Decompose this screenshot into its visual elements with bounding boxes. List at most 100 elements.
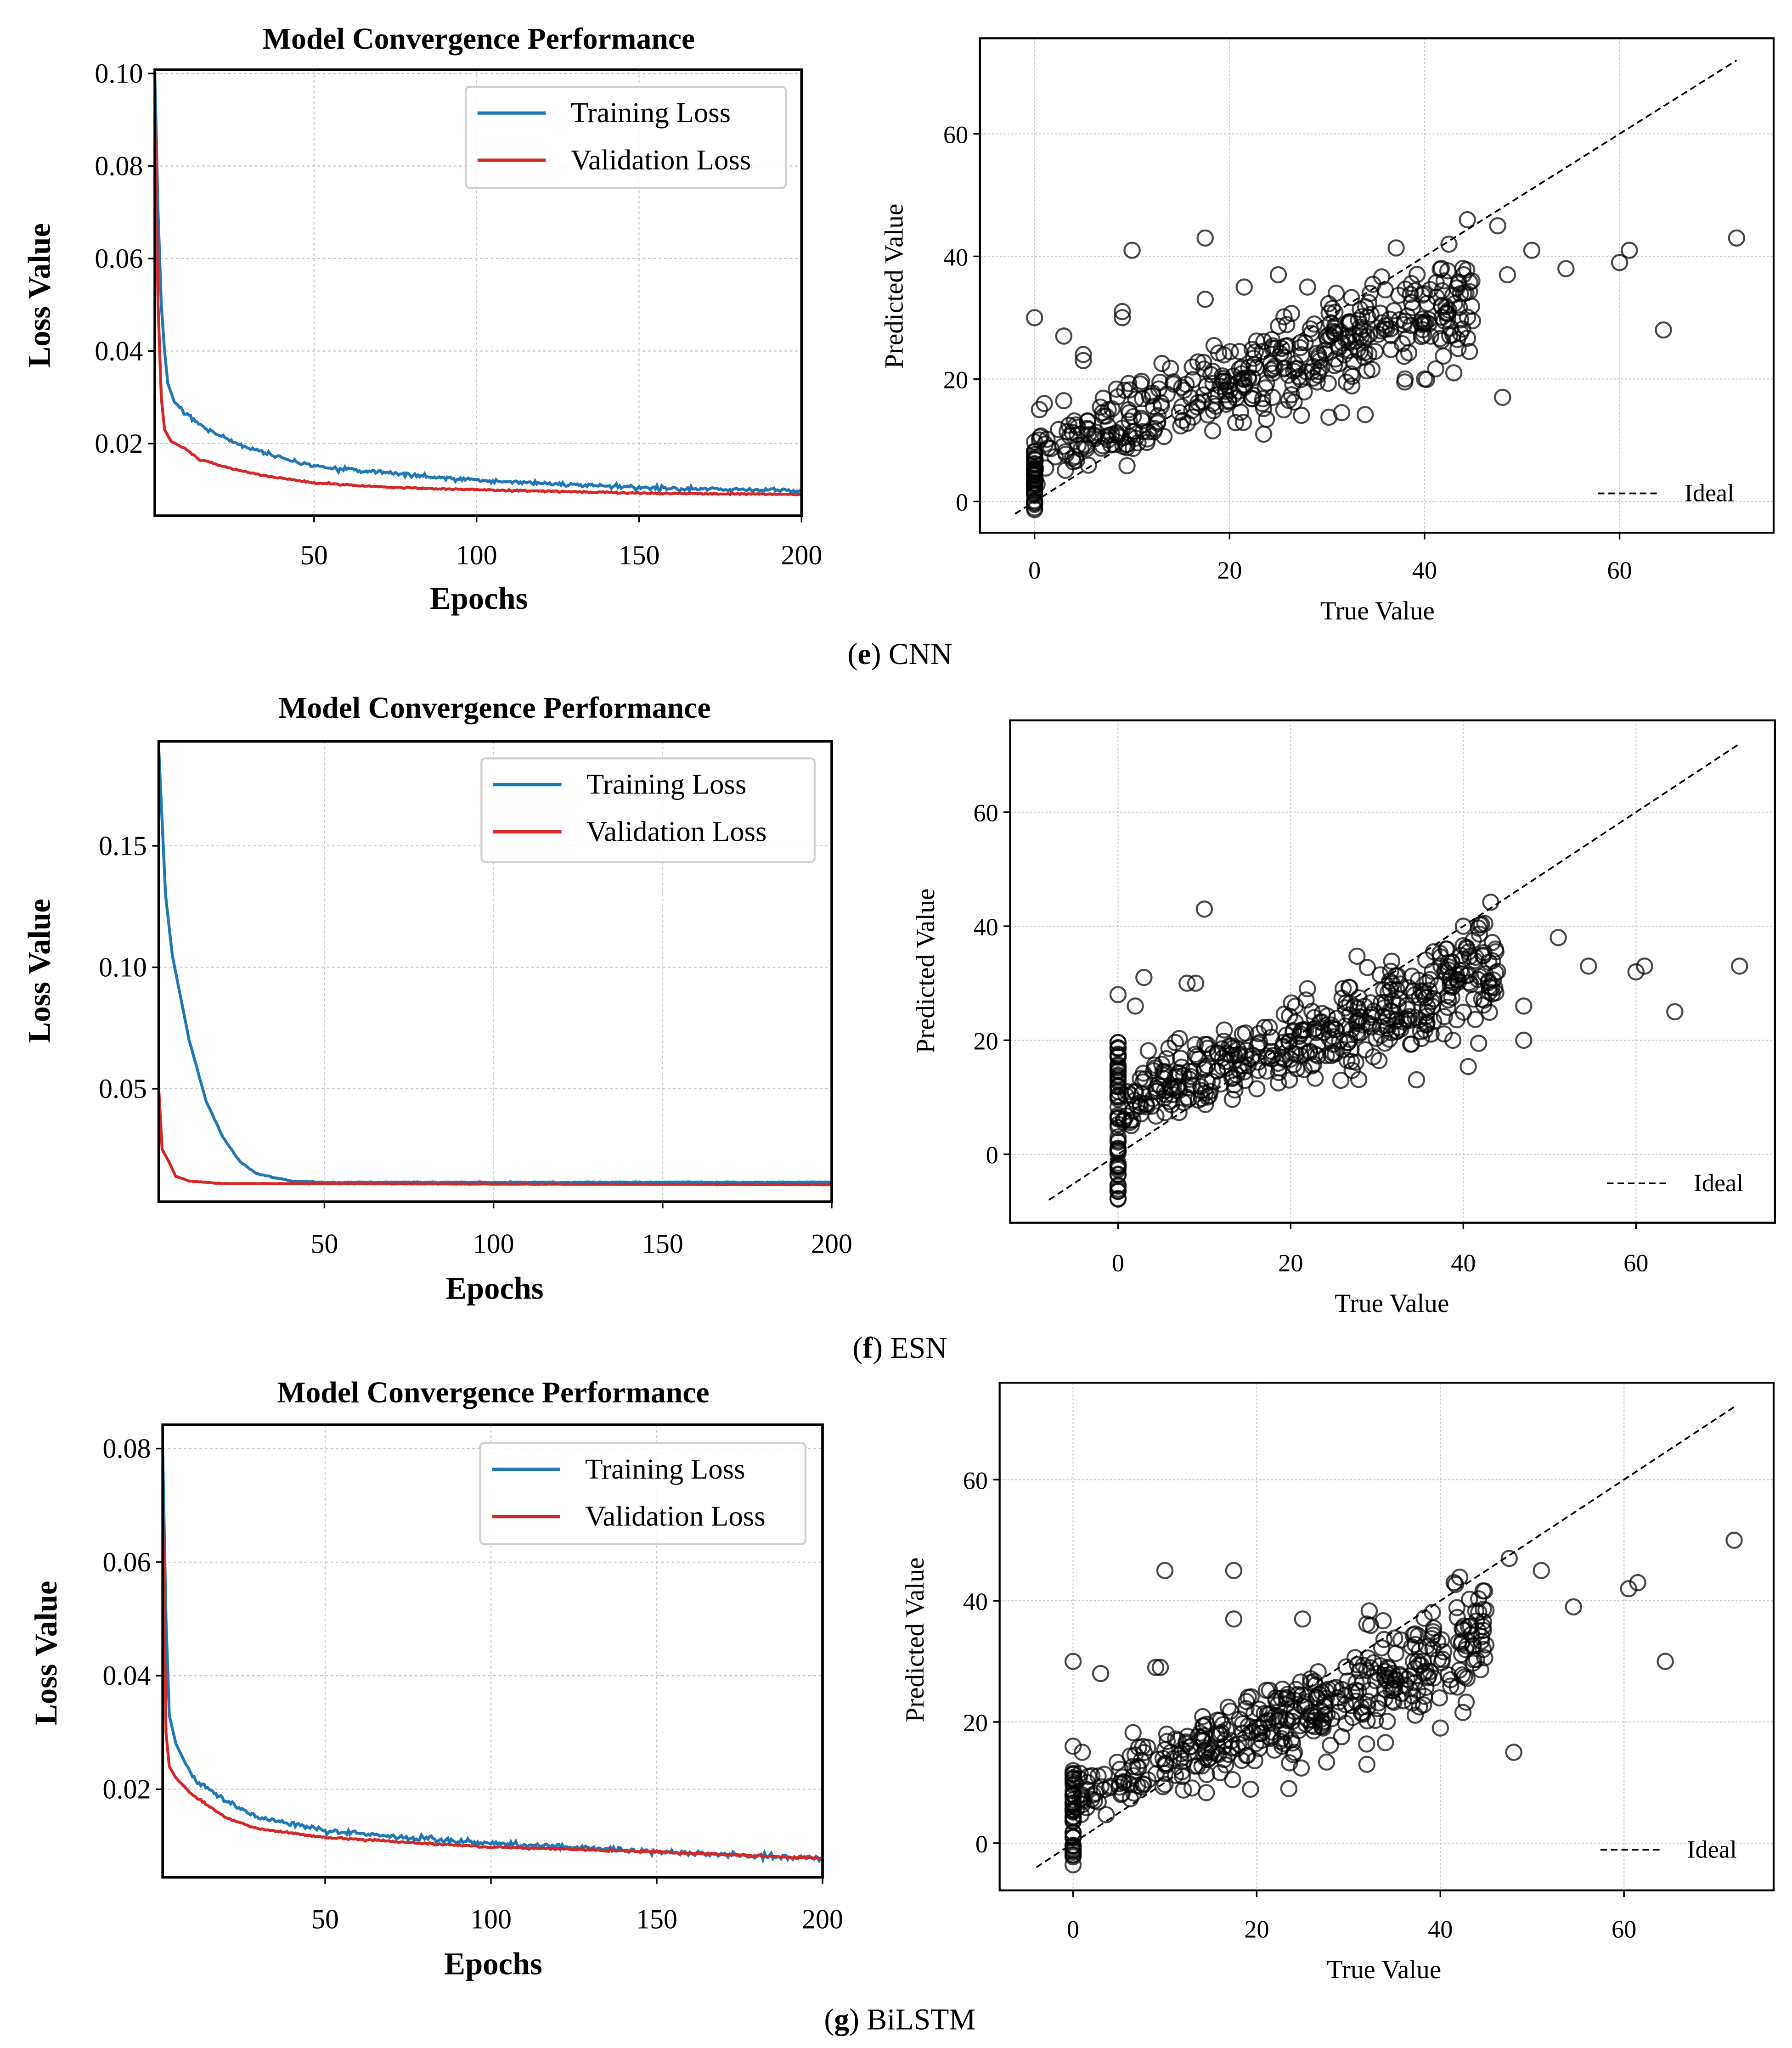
scatter-point xyxy=(1251,1034,1268,1052)
scatter-point xyxy=(1147,1659,1165,1676)
scatter-point xyxy=(1456,1668,1473,1686)
scatter-point xyxy=(1223,1091,1241,1108)
scatter-point xyxy=(1218,1721,1235,1739)
scatter-point xyxy=(1358,1735,1375,1753)
axes-frame xyxy=(161,1423,824,1879)
scatter-point xyxy=(1037,459,1054,477)
scatter-point xyxy=(1139,1042,1157,1060)
scatter-point xyxy=(1109,1183,1127,1200)
scatter-point xyxy=(1403,275,1420,293)
scatter-point xyxy=(1429,1651,1447,1668)
scatter-point xyxy=(1365,1002,1383,1020)
scatter-point xyxy=(1125,1767,1143,1784)
chart-e-line: 50 100 150 200 0.02 0.04 0.06 0.08 0.10 Training … xyxy=(22,22,823,616)
scatter-point xyxy=(1282,1731,1300,1749)
scatter-point xyxy=(1196,291,1214,308)
series-line-validation xyxy=(158,1088,832,1187)
scatter-point xyxy=(1449,340,1467,357)
scatter-point xyxy=(1341,313,1359,331)
scatter-point xyxy=(1395,348,1413,365)
scatter-point xyxy=(1278,1026,1295,1044)
scatter-point xyxy=(1124,1758,1141,1775)
scatter-point xyxy=(1473,916,1490,933)
scatter-point xyxy=(1175,381,1193,399)
y-tick-label: 0.04 xyxy=(103,1660,151,1691)
scatter-point xyxy=(1343,1062,1361,1079)
scatter-point xyxy=(1725,1531,1743,1549)
scatter-point xyxy=(1420,315,1438,332)
scatter-point xyxy=(1320,295,1337,313)
plot-area xyxy=(1014,59,1746,518)
scatter-point xyxy=(1109,1048,1127,1066)
x-tick-label: 100 xyxy=(473,1228,514,1259)
scatter-point xyxy=(1358,1755,1376,1773)
scatter-point xyxy=(1348,947,1366,965)
scatter-point xyxy=(1242,1688,1260,1705)
scatter-point xyxy=(1345,353,1363,370)
scatter-point xyxy=(1451,962,1469,979)
scatter-point xyxy=(1439,998,1456,1016)
axes-frame xyxy=(157,740,833,1203)
scatter-point xyxy=(1324,1044,1341,1062)
scatter-point xyxy=(1425,1619,1443,1637)
scatter-point xyxy=(1361,1682,1379,1699)
scatter-point xyxy=(1275,1034,1293,1051)
scatter-point xyxy=(1235,278,1253,296)
scatter-point xyxy=(1219,1059,1236,1077)
scatter-point xyxy=(1094,437,1111,455)
scatter-point xyxy=(1409,1653,1426,1671)
scatter-point xyxy=(1114,438,1132,455)
scatter-point xyxy=(1158,1733,1176,1750)
x-tick-label: 150 xyxy=(636,1904,677,1935)
scatter-point xyxy=(1358,362,1375,380)
scatter-point xyxy=(1459,309,1476,326)
scatter-point xyxy=(1309,1663,1327,1681)
scatter-point xyxy=(1347,1682,1365,1699)
scatter-point xyxy=(1208,1062,1226,1080)
scatter-point xyxy=(1144,398,1162,416)
scatter-point xyxy=(1354,321,1372,338)
scatter-point xyxy=(1109,1140,1127,1158)
scatter-point xyxy=(1392,975,1409,993)
scatter-point xyxy=(1109,1177,1127,1195)
scatter-point xyxy=(1470,1035,1488,1052)
scatter-point xyxy=(1415,326,1432,344)
scatter-point xyxy=(1655,321,1672,339)
x-tick-label: 60 xyxy=(1612,1916,1636,1943)
scatter-point xyxy=(1109,388,1127,405)
x-axis-label: Epochs xyxy=(430,581,528,616)
scatter-point xyxy=(1296,1695,1313,1713)
x-tick-label: 20 xyxy=(1244,1916,1269,1943)
scatter-point xyxy=(1361,285,1379,302)
scatter-point xyxy=(1246,343,1264,361)
scatter-point xyxy=(1386,1629,1403,1647)
scatter-point xyxy=(1494,388,1511,406)
scatter-point xyxy=(1270,1063,1288,1081)
y-axis-label: Loss Value xyxy=(22,223,57,367)
scatter-point xyxy=(1408,1071,1426,1089)
scatter-point xyxy=(1075,352,1092,369)
scatter-point xyxy=(1313,1005,1331,1022)
scatter-point xyxy=(1392,1020,1409,1038)
scatter-point xyxy=(1293,1697,1311,1715)
scatter-point xyxy=(1230,382,1248,400)
scatter-point xyxy=(1387,239,1405,257)
scatter-point xyxy=(1223,1037,1240,1055)
scatter-point xyxy=(1326,304,1344,321)
scatter-point xyxy=(1294,1610,1312,1628)
scatter-point xyxy=(1427,360,1444,378)
scatter-point xyxy=(1267,339,1284,357)
scatter-point xyxy=(1055,327,1073,345)
scatter-point xyxy=(1193,1090,1211,1107)
scatter-point xyxy=(1239,1746,1257,1764)
series-line-validation xyxy=(163,1505,823,1861)
scatter-point xyxy=(1370,1052,1388,1069)
scatter-point xyxy=(1153,1056,1171,1073)
scatter-point xyxy=(1439,310,1457,328)
x-tick-label: 0 xyxy=(1028,557,1041,584)
y-tick-label: 0 xyxy=(986,1142,998,1169)
scatter-point xyxy=(1064,1846,1082,1864)
legend-box xyxy=(479,1442,807,1545)
scatter-point xyxy=(1392,1667,1409,1685)
scatter-point xyxy=(1448,331,1466,348)
